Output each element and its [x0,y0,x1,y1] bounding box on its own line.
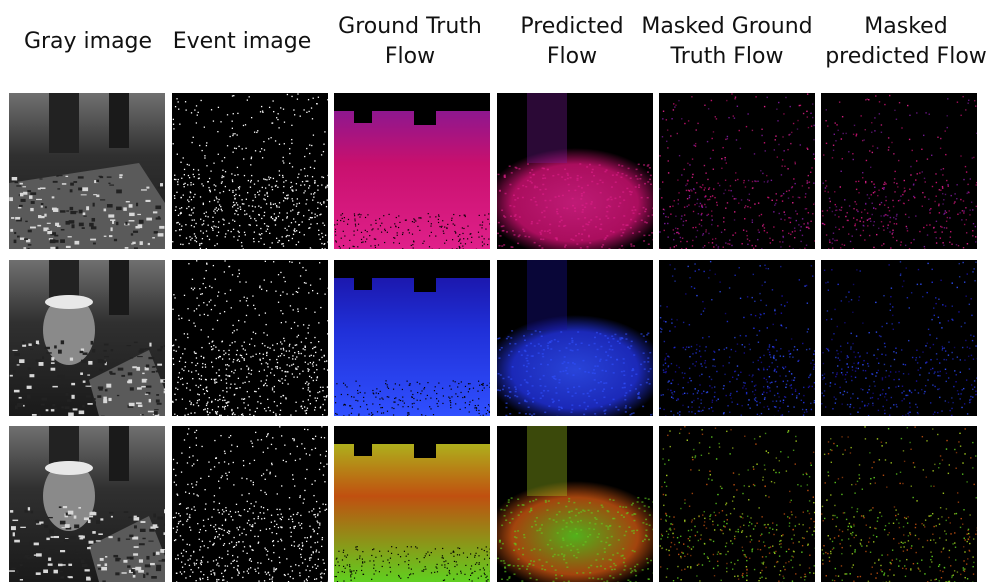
image-gray-row-2 [9,260,165,416]
image-event-row-1 [172,93,328,249]
image-pred-row-3 [497,426,653,582]
col-header-pred-flow: Predicted Flow [494,10,650,74]
image-gt-row-1 [334,93,490,249]
col-header-event: Event image [164,10,320,74]
image-pred-row-2 [497,260,653,416]
image-gt-row-3 [334,426,490,582]
image-mgt-row-1 [659,93,815,249]
image-gray-row-3 [9,426,165,582]
image-event-row-3 [172,426,328,582]
image-mgt-row-3 [659,426,815,582]
col-header-gt-flow: Ground Truth Flow [330,10,490,74]
image-event-row-2 [172,260,328,416]
image-mpred-row-1 [821,93,977,249]
col-header-masked-pred-flow: Masked predicted Flow [820,10,992,74]
image-pred-row-1 [497,93,653,249]
image-mpred-row-2 [821,260,977,416]
image-gt-row-2 [334,260,490,416]
image-mpred-row-3 [821,426,977,582]
col-header-gray: Gray image [8,10,168,74]
image-mgt-row-2 [659,260,815,416]
col-header-masked-gt-flow: Masked Ground Truth Flow [634,10,820,74]
image-gray-row-1 [9,93,165,249]
